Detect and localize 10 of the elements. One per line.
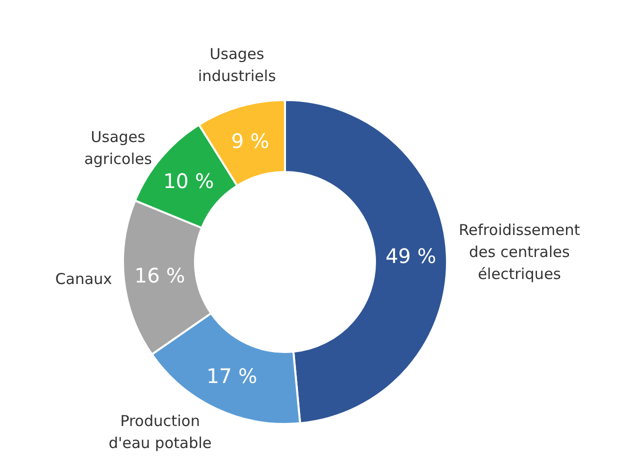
- slice-label: Refroidissement des centrales électriques: [458, 220, 580, 283]
- slice-label: Production d'eau potable: [108, 412, 212, 452]
- data-label: 17 %: [206, 364, 258, 388]
- data-label: 16 %: [134, 264, 186, 288]
- slice-label: Usages industriels: [198, 44, 276, 85]
- data-label: 49 %: [385, 244, 436, 268]
- slice-label: Canaux: [55, 270, 112, 288]
- slice-label: Usages agricoles: [84, 128, 152, 168]
- data-label: 9 %: [231, 128, 270, 153]
- data-label: 10 %: [163, 168, 214, 193]
